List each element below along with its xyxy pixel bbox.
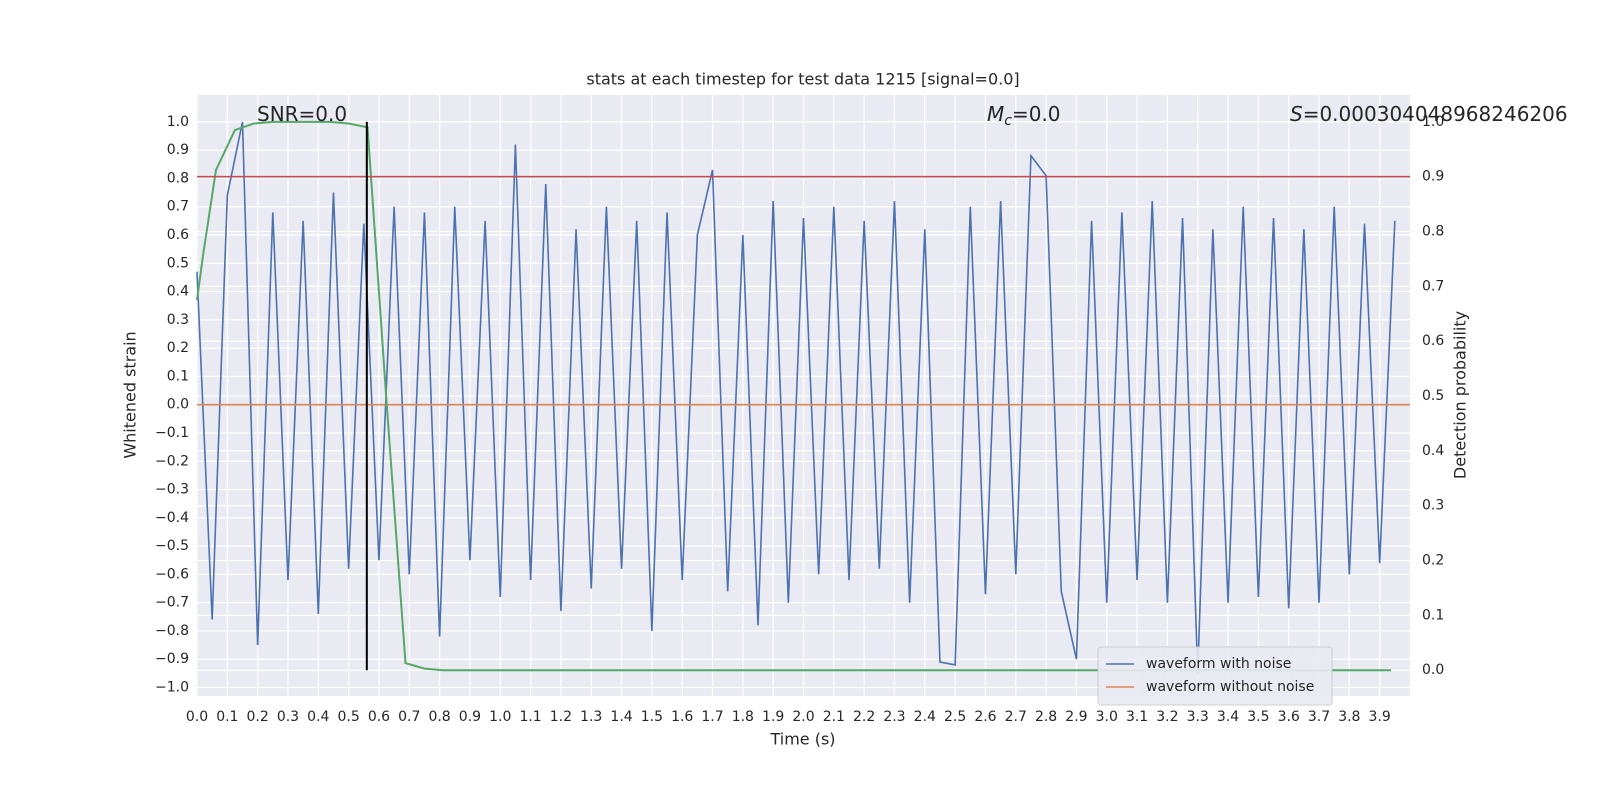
y-tick-label: −0.9 (155, 651, 189, 667)
annotation: S=0.000304048968246206 (1290, 102, 1568, 126)
x-tick-label: 0.3 (277, 709, 299, 725)
annotation-text: =0.0 (1012, 102, 1061, 126)
y-tick-label: −0.3 (155, 482, 189, 498)
x-tick-label: 2.9 (1065, 709, 1087, 725)
x-tick-label: 2.0 (792, 709, 814, 725)
x-tick-label: 0.9 (459, 709, 481, 725)
y-tick-label: 0.4 (167, 284, 189, 300)
y-tick-label: −1.0 (155, 680, 189, 696)
annotation-symbol: M (987, 102, 1004, 126)
y-tick-label: 0.3 (167, 312, 189, 328)
x-tick-label: 2.1 (823, 709, 845, 725)
y-tick-label: −0.2 (155, 453, 189, 469)
chart-title: stats at each timestep for test data 121… (586, 70, 1019, 89)
y2-tick-label: 0.6 (1422, 333, 1444, 349)
x-tick-label: 3.9 (1369, 709, 1391, 725)
x-tick-label: 1.9 (762, 709, 784, 725)
x-tick-label: 1.2 (550, 709, 572, 725)
x-tick-label: 2.5 (944, 709, 966, 725)
y-tick-label: 0.1 (167, 368, 189, 384)
x-tick-label: 3.0 (1096, 709, 1118, 725)
y2-tick-label: 0.5 (1422, 388, 1444, 404)
y-tick-label: −0.7 (155, 595, 189, 611)
annotation-text: =0.000304048968246206 (1303, 102, 1568, 126)
annotation-subscript: c (1004, 113, 1012, 129)
y2-tick-label: 0.8 (1422, 224, 1444, 240)
y-tick-label: −0.4 (155, 510, 189, 526)
x-tick-label: 2.7 (1005, 709, 1027, 725)
x-tick-label: 0.2 (247, 709, 269, 725)
y-tick-label: 0.9 (167, 142, 189, 158)
annotation: SNR=0.0 (257, 102, 347, 126)
y2-tick-label: 1.0 (1422, 114, 1444, 130)
y2-tick-label: 0.1 (1422, 607, 1444, 623)
legend-label: waveform without noise (1146, 679, 1314, 695)
x-tick-label: 2.4 (914, 709, 936, 725)
y-axis-label: Whitened strain (121, 331, 140, 458)
annotation: Mc=0.0 (987, 102, 1061, 130)
x-tick-label: 0.0 (186, 709, 208, 725)
y-tick-label: −0.1 (155, 425, 189, 441)
x-tick-label: 1.3 (580, 709, 602, 725)
y-tick-label: 0.8 (167, 170, 189, 186)
x-tick-label: 3.8 (1338, 709, 1360, 725)
x-tick-label: 1.5 (641, 709, 663, 725)
x-axis-label: Time (s) (769, 730, 835, 749)
x-tick-label: 1.0 (489, 709, 511, 725)
y-tick-label: −0.8 (155, 623, 189, 639)
y2-tick-label: 0.4 (1422, 443, 1444, 459)
y2-tick-label: 0.9 (1422, 169, 1444, 185)
legend-box (1097, 646, 1333, 706)
annotation-text: SNR=0.0 (257, 102, 347, 126)
y-tick-label: −0.6 (155, 566, 189, 582)
x-tick-label: 3.5 (1247, 709, 1269, 725)
x-tick-label: 0.1 (216, 709, 238, 725)
x-tick-label: 3.7 (1308, 709, 1330, 725)
x-tick-label: 1.7 (701, 709, 723, 725)
x-tick-label: 3.1 (1126, 709, 1148, 725)
y-tick-label: 0.7 (167, 199, 189, 215)
x-tick-label: 3.2 (1156, 709, 1178, 725)
x-tick-label: 2.6 (974, 709, 996, 725)
x-tick-label: 2.2 (853, 709, 875, 725)
x-tick-label: 1.4 (610, 709, 632, 725)
y-tick-label: 1.0 (167, 114, 189, 130)
y-tick-label: 0.0 (167, 397, 189, 413)
x-tick-label: 2.8 (1035, 709, 1057, 725)
x-tick-label: 1.8 (732, 709, 754, 725)
annotation-symbol: S (1290, 102, 1303, 126)
y-tick-label: 0.2 (167, 340, 189, 356)
legend-label: waveform with noise (1146, 656, 1291, 672)
x-tick-label: 2.3 (883, 709, 905, 725)
series-line (196, 120, 1392, 672)
y2-tick-label: 0.0 (1422, 662, 1444, 678)
y-tick-label: −0.5 (155, 538, 189, 554)
series-line (196, 121, 1396, 674)
y2-axis-label: Detection probability (1451, 311, 1470, 479)
x-tick-label: 0.6 (368, 709, 390, 725)
x-tick-label: 3.6 (1278, 709, 1300, 725)
x-tick-label: 3.4 (1217, 709, 1239, 725)
x-tick-label: 0.8 (428, 709, 450, 725)
y2-tick-label: 0.7 (1422, 278, 1444, 294)
y2-tick-label: 0.3 (1422, 498, 1444, 514)
y2-tick-label: 0.2 (1422, 553, 1444, 569)
x-tick-label: 0.5 (337, 709, 359, 725)
y-tick-label: 0.6 (167, 227, 189, 243)
y-tick-label: 0.5 (167, 255, 189, 271)
x-tick-label: 1.1 (519, 709, 541, 725)
x-tick-label: 0.7 (398, 709, 420, 725)
x-tick-label: 0.4 (307, 709, 329, 725)
x-tick-label: 3.3 (1187, 709, 1209, 725)
x-tick-label: 1.6 (671, 709, 693, 725)
